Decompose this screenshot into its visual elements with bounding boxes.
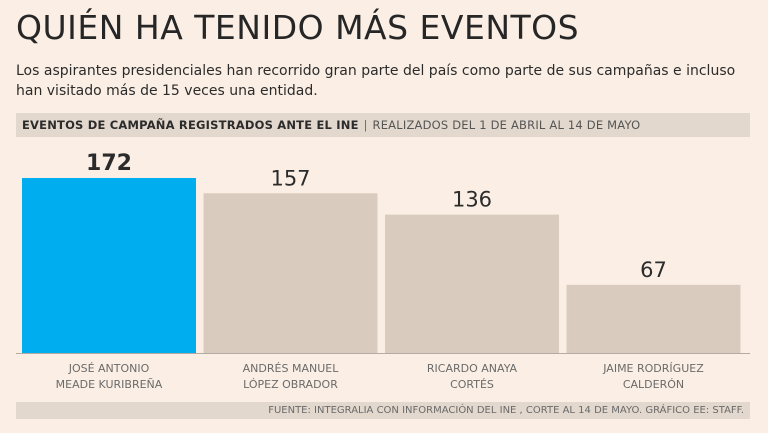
category-label: CALDERÓN xyxy=(623,378,684,391)
bar xyxy=(203,193,378,353)
data-label: 172 xyxy=(86,151,132,176)
header-bold-label: EVENTOS DE CAMPAÑA REGISTRADOS ANTE EL I… xyxy=(22,118,359,132)
data-label: 67 xyxy=(640,258,667,282)
chart-subtitle: Los aspirantes presidenciales han recorr… xyxy=(16,63,736,99)
source-note: FUENTE: INTEGRALIA CON INFORMACIÓN DEL I… xyxy=(268,405,744,416)
bar xyxy=(22,178,196,353)
bar xyxy=(385,214,559,353)
header-light-label: REALIZADOS DEL 1 DE ABRIL AL 14 DE MAYO xyxy=(372,118,641,132)
category-label: MEADE KURIBREÑA xyxy=(56,378,163,391)
footer-bar: FUENTE: INTEGRALIA CON INFORMACIÓN DEL I… xyxy=(16,402,750,419)
data-label: 136 xyxy=(452,188,492,212)
category-label: JOSÉ ANTONIO xyxy=(68,362,150,375)
category-label: RICARDO ANAYA xyxy=(427,362,518,375)
category-label: CORTÉS xyxy=(450,378,494,391)
data-label: 157 xyxy=(270,166,310,190)
category-label: JAIME RODRÍGUEZ xyxy=(602,362,704,375)
category-label: ANDRÉS MANUEL xyxy=(243,362,340,375)
chart-header-bar: EVENTOS DE CAMPAÑA REGISTRADOS ANTE EL I… xyxy=(16,113,750,137)
chart-title: QUIÉN HA TENIDO MÁS EVENTOS xyxy=(16,8,580,47)
bar-chart: 172 JOSÉ ANTONIO MEADE KURIBREÑA 157 ANDRÉS … xyxy=(16,151,750,391)
header-separator: | xyxy=(363,118,368,132)
category-label: LÓPEZ OBRADOR xyxy=(243,378,338,391)
bar xyxy=(566,284,741,353)
